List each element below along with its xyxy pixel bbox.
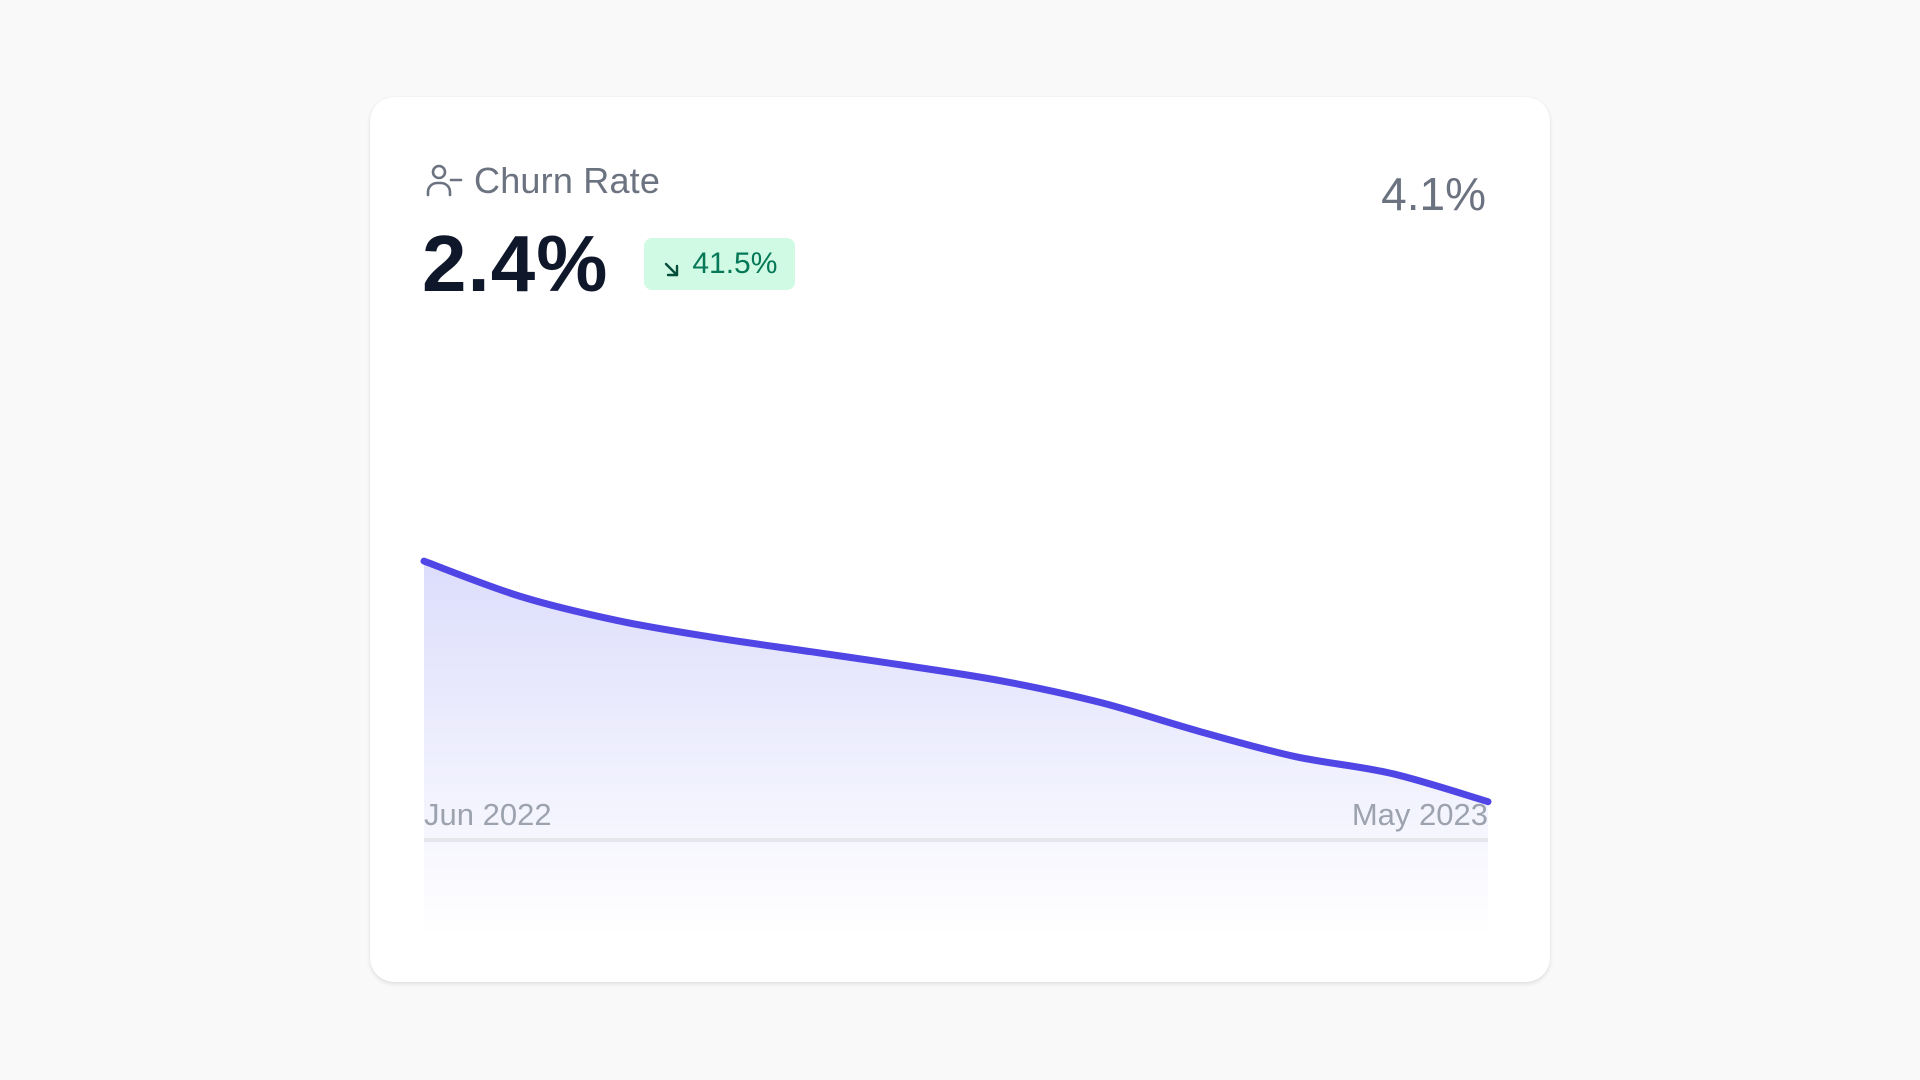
x-axis-end-label: May 2023 [1351,797,1488,832]
value-row: 2.4% 41.5% [422,219,796,309]
churn-rate-card: Churn Rate 2.4% 41.5% 4.1% Jun 2022 May … [370,97,1550,982]
current-value: 2.4% [422,219,609,308]
user-minus-icon [424,161,464,201]
x-axis-start-label: Jun 2022 [424,797,552,832]
change-badge-text: 41.5% [692,247,778,280]
churn-series-line [420,557,1492,806]
card-header: Churn Rate [424,159,660,203]
churn-area-fill [424,561,1488,937]
arrow-down-right-icon [662,254,682,277]
change-badge: 41.5% [644,238,796,290]
compare-value: 4.1% [1381,168,1486,220]
churn-area-chart [420,557,1492,937]
card-title: Churn Rate [474,160,661,201]
